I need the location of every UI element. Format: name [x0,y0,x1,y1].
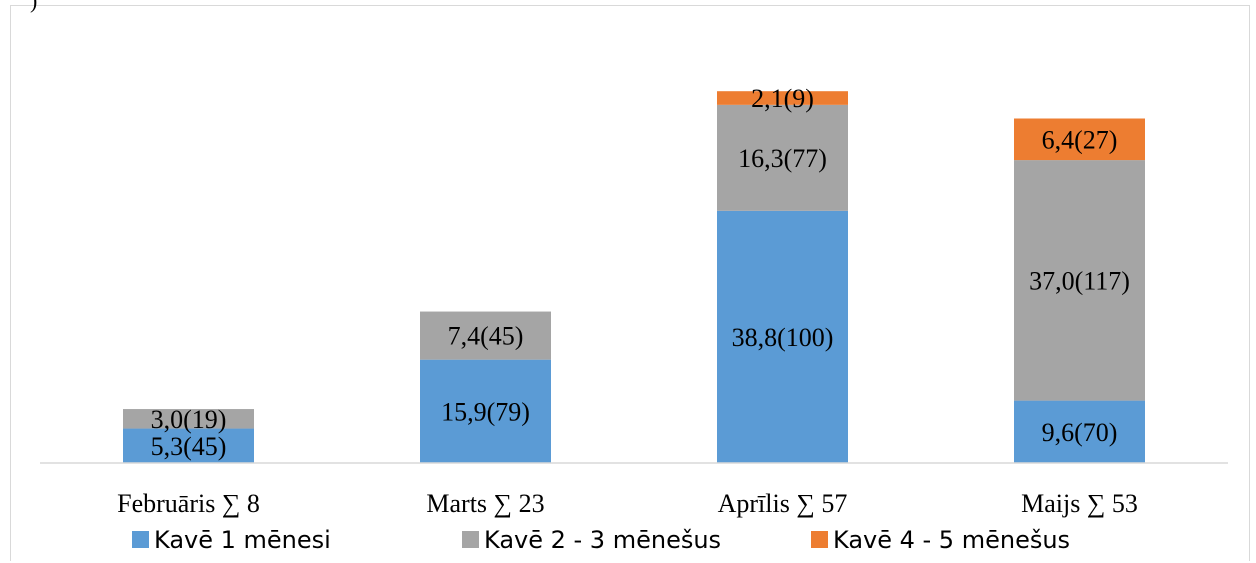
bar-segment-3-4 [1014,118,1145,161]
bar-segment-2-4 [1014,160,1145,401]
data-label-1-2: 15,9(79) [441,397,530,426]
bar-segment-1-2 [420,359,551,463]
legend: Kavē 1 mēnesi Kavē 2 - 3 mēnešus Kavē 4 - … [132,526,1070,554]
data-label-3-3: 2,1(9) [751,84,814,113]
category-label-3: Aprīlis ∑ 57 [718,489,848,518]
bar-segment-2-2 [420,311,551,360]
legend-label-1: Kavē 1 mēnesi [154,526,331,554]
chart-frame [10,5,1250,561]
category-label-4: Maijs ∑ 53 [1021,489,1138,518]
legend-label-3: Kavē 4 - 5 mēnešus [833,526,1070,554]
data-label-2-1: 3,0(19) [151,405,227,434]
legend-swatch-3 [811,531,828,548]
legend-swatch-1 [132,531,149,548]
legend-label-2: Kavē 2 - 3 mēnešus [484,526,721,554]
corner-mark: ) [30,0,38,13]
category-label-1: Februāris ∑ 8 [117,489,260,518]
data-label-1-3: 38,8(100) [732,323,834,352]
data-label-1-1: 5,3(45) [151,432,227,461]
data-label-2-3: 16,3(77) [738,144,827,173]
bar-segment-1-4 [1014,400,1145,463]
bar-segment-2-3 [717,104,848,211]
category-label-2: Marts ∑ 23 [426,489,544,518]
bar-segment-3-3 [717,91,848,105]
legend-swatch-2 [462,531,479,548]
bar-segment-1-3 [717,210,848,463]
data-label-2-4: 37,0(117) [1029,266,1130,295]
bar-segment-2-1 [123,409,254,429]
bar-segment-1-1 [123,428,254,463]
data-label-3-4: 6,4(27) [1042,125,1118,154]
data-label-2-2: 7,4(45) [448,322,524,351]
data-label-1-4: 9,6(70) [1042,418,1118,447]
